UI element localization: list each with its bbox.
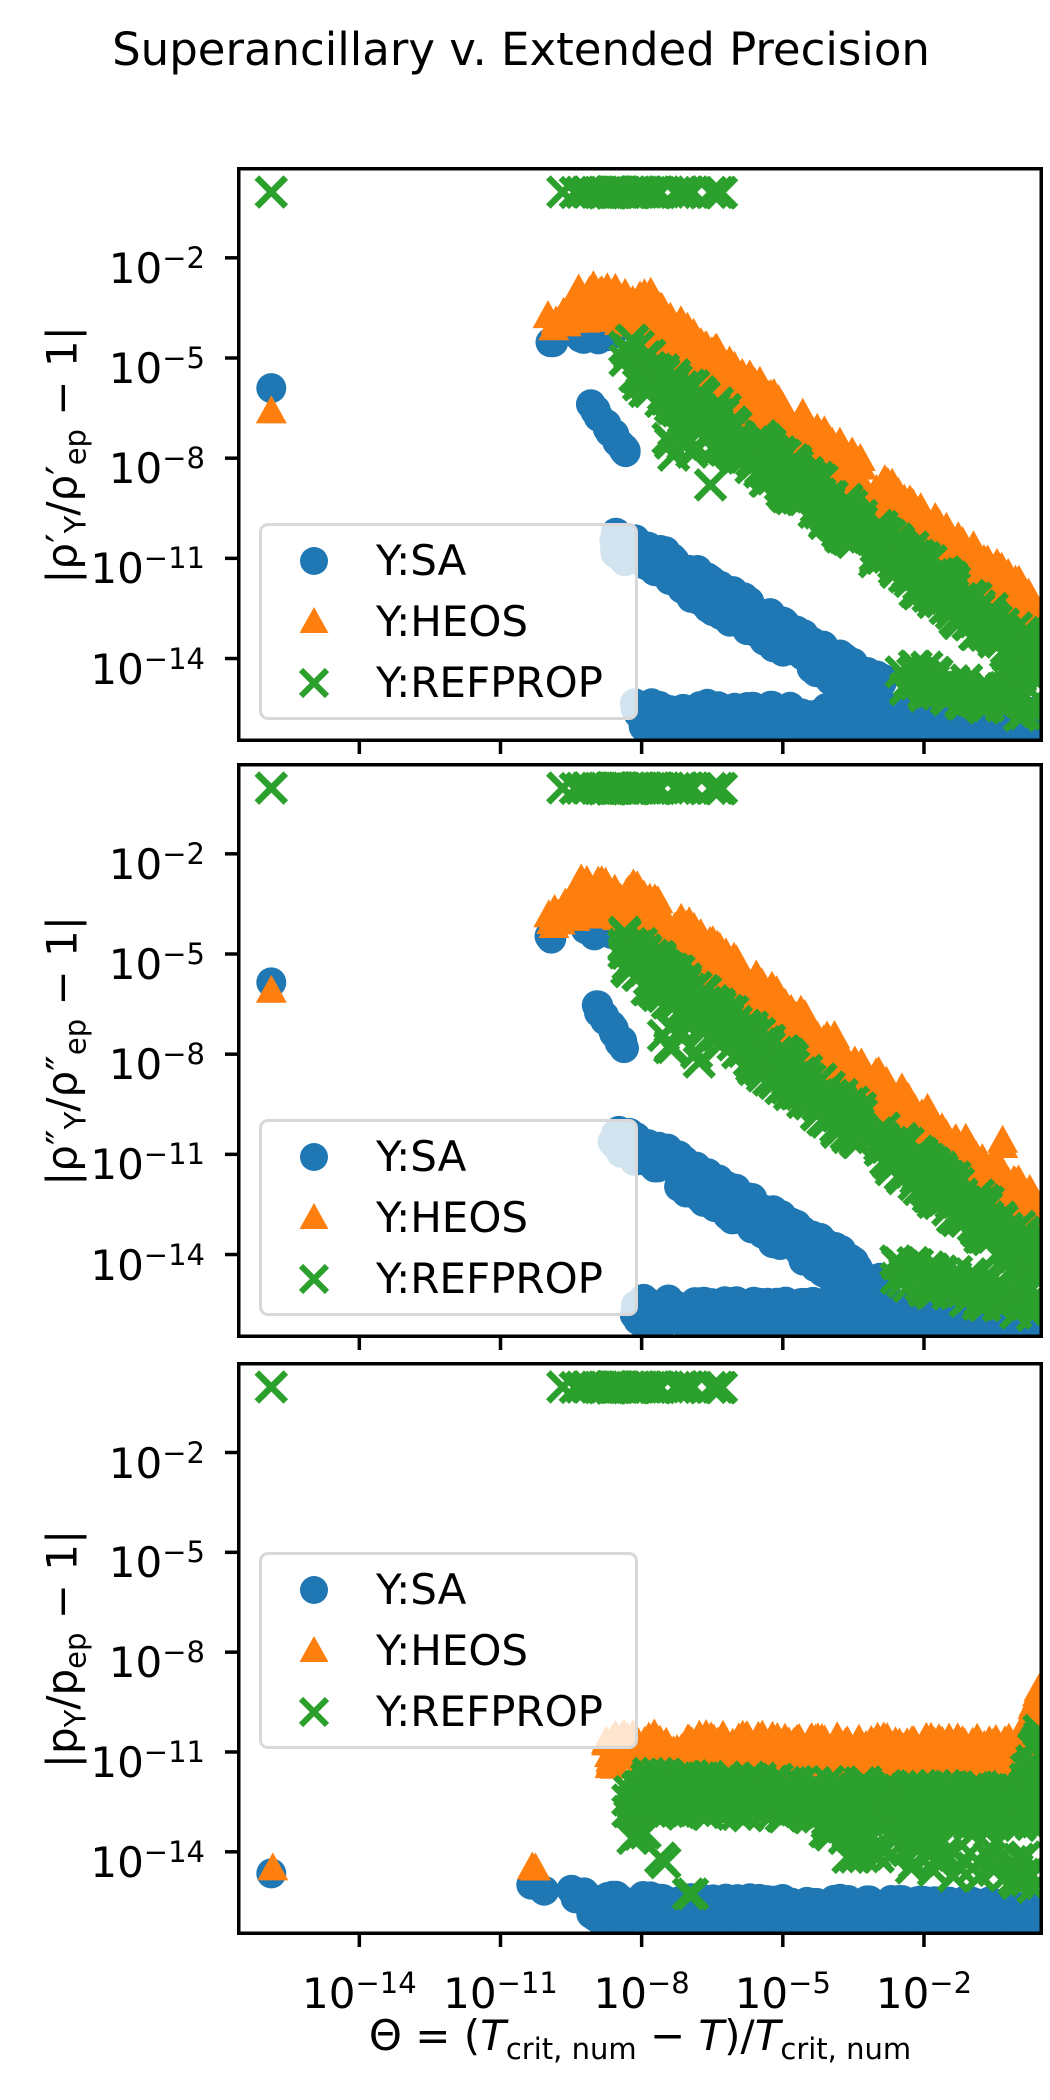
legend-label: Y:REFPROP xyxy=(376,1686,604,1736)
legend-label: Y:SA xyxy=(376,1131,467,1181)
y-tick-label: 10−11 xyxy=(90,1734,205,1787)
y-tick-label: 10−11 xyxy=(90,1137,205,1190)
legend-item-y-heos: Y:HEOS xyxy=(262,1620,635,1681)
circle-icon xyxy=(300,1142,328,1171)
y-tick-label: 10−14 xyxy=(90,1237,205,1290)
legend-label: Y:REFPROP xyxy=(376,657,604,707)
axes-spines xyxy=(237,1362,1043,1935)
y-axis-label-saturated-liquid-density: |ρ′Y/ρ′ep − 1| xyxy=(37,325,92,584)
y-tick-label: 10−2 xyxy=(108,1435,205,1488)
subplot-saturated-liquid-density-canvas xyxy=(237,167,1043,742)
y-axis-label-pressure: |pY/pep − 1| xyxy=(37,1529,92,1768)
y-tick-label: 10−8 xyxy=(108,441,205,494)
x-tick-label: 10−11 xyxy=(443,1966,558,2018)
y-tick-label: 10−2 xyxy=(108,836,205,889)
legend-label: Y:SA xyxy=(376,1564,467,1614)
legend-label: Y:HEOS xyxy=(376,1625,529,1675)
legend-label: Y:HEOS xyxy=(376,596,529,646)
triangle-icon xyxy=(299,1202,329,1229)
legend-item-y-sa: Y:SA xyxy=(262,530,635,591)
legend-label: Y:HEOS xyxy=(376,1192,529,1242)
legend-item-y-heos: Y:HEOS xyxy=(262,1187,635,1248)
y-tick-label: 10−14 xyxy=(90,1834,205,1887)
x-tick-label: 10−5 xyxy=(734,1966,831,2018)
axes-spines xyxy=(237,167,1043,742)
figure-title: Superancillary v. Extended Precision xyxy=(112,23,930,76)
x-icon xyxy=(292,1257,336,1301)
y-tick-label: 10−5 xyxy=(108,936,205,989)
triangle-icon xyxy=(299,1635,329,1662)
legend-item-y-sa: Y:SA xyxy=(262,1559,635,1620)
legend-item-y-refprop: Y:REFPROP xyxy=(262,1681,635,1742)
legend-item-y-refprop: Y:REFPROP xyxy=(262,652,635,713)
x-tick-label: 10−8 xyxy=(593,1966,690,2018)
legend-label: Y:REFPROP xyxy=(376,1253,604,1303)
legend: Y:SA Y:HEOS Y:REFPROP xyxy=(259,1119,638,1316)
y-tick-label: 10−11 xyxy=(90,541,205,594)
triangle-icon xyxy=(299,606,329,633)
legend-item-y-heos: Y:HEOS xyxy=(262,591,635,652)
legend: Y:SA Y:HEOS Y:REFPROP xyxy=(259,1552,638,1749)
x-tick-label: 10−14 xyxy=(302,1966,417,2018)
legend: Y:SA Y:HEOS Y:REFPROP xyxy=(259,523,638,720)
subplot-pressure-canvas xyxy=(237,1362,1043,1935)
x-icon xyxy=(292,1690,336,1734)
y-tick-label: 10−8 xyxy=(108,1037,205,1090)
subplot-saturated-vapor-density-canvas xyxy=(237,763,1043,1338)
y-tick-label: 10−8 xyxy=(108,1635,205,1688)
axes-spines xyxy=(237,763,1043,1338)
circle-icon xyxy=(300,546,328,575)
circle-icon xyxy=(300,1575,328,1604)
y-tick-label: 10−14 xyxy=(90,641,205,694)
x-axis-label: Θ = (Tcrit, num − T)/Tcrit, num xyxy=(368,2011,912,2066)
x-tick-label: 10−2 xyxy=(875,1966,973,2018)
y-tick-label: 10−5 xyxy=(108,1535,205,1588)
legend-label: Y:SA xyxy=(376,535,467,585)
y-axis-label-saturated-vapor-density: |ρ″Y/ρ″ep − 1| xyxy=(37,915,92,1186)
legend-item-y-refprop: Y:REFPROP xyxy=(262,1248,635,1309)
legend-item-y-sa: Y:SA xyxy=(262,1126,635,1187)
x-icon xyxy=(292,661,336,705)
y-tick-label: 10−5 xyxy=(108,340,205,393)
y-tick-label: 10−2 xyxy=(108,240,205,293)
